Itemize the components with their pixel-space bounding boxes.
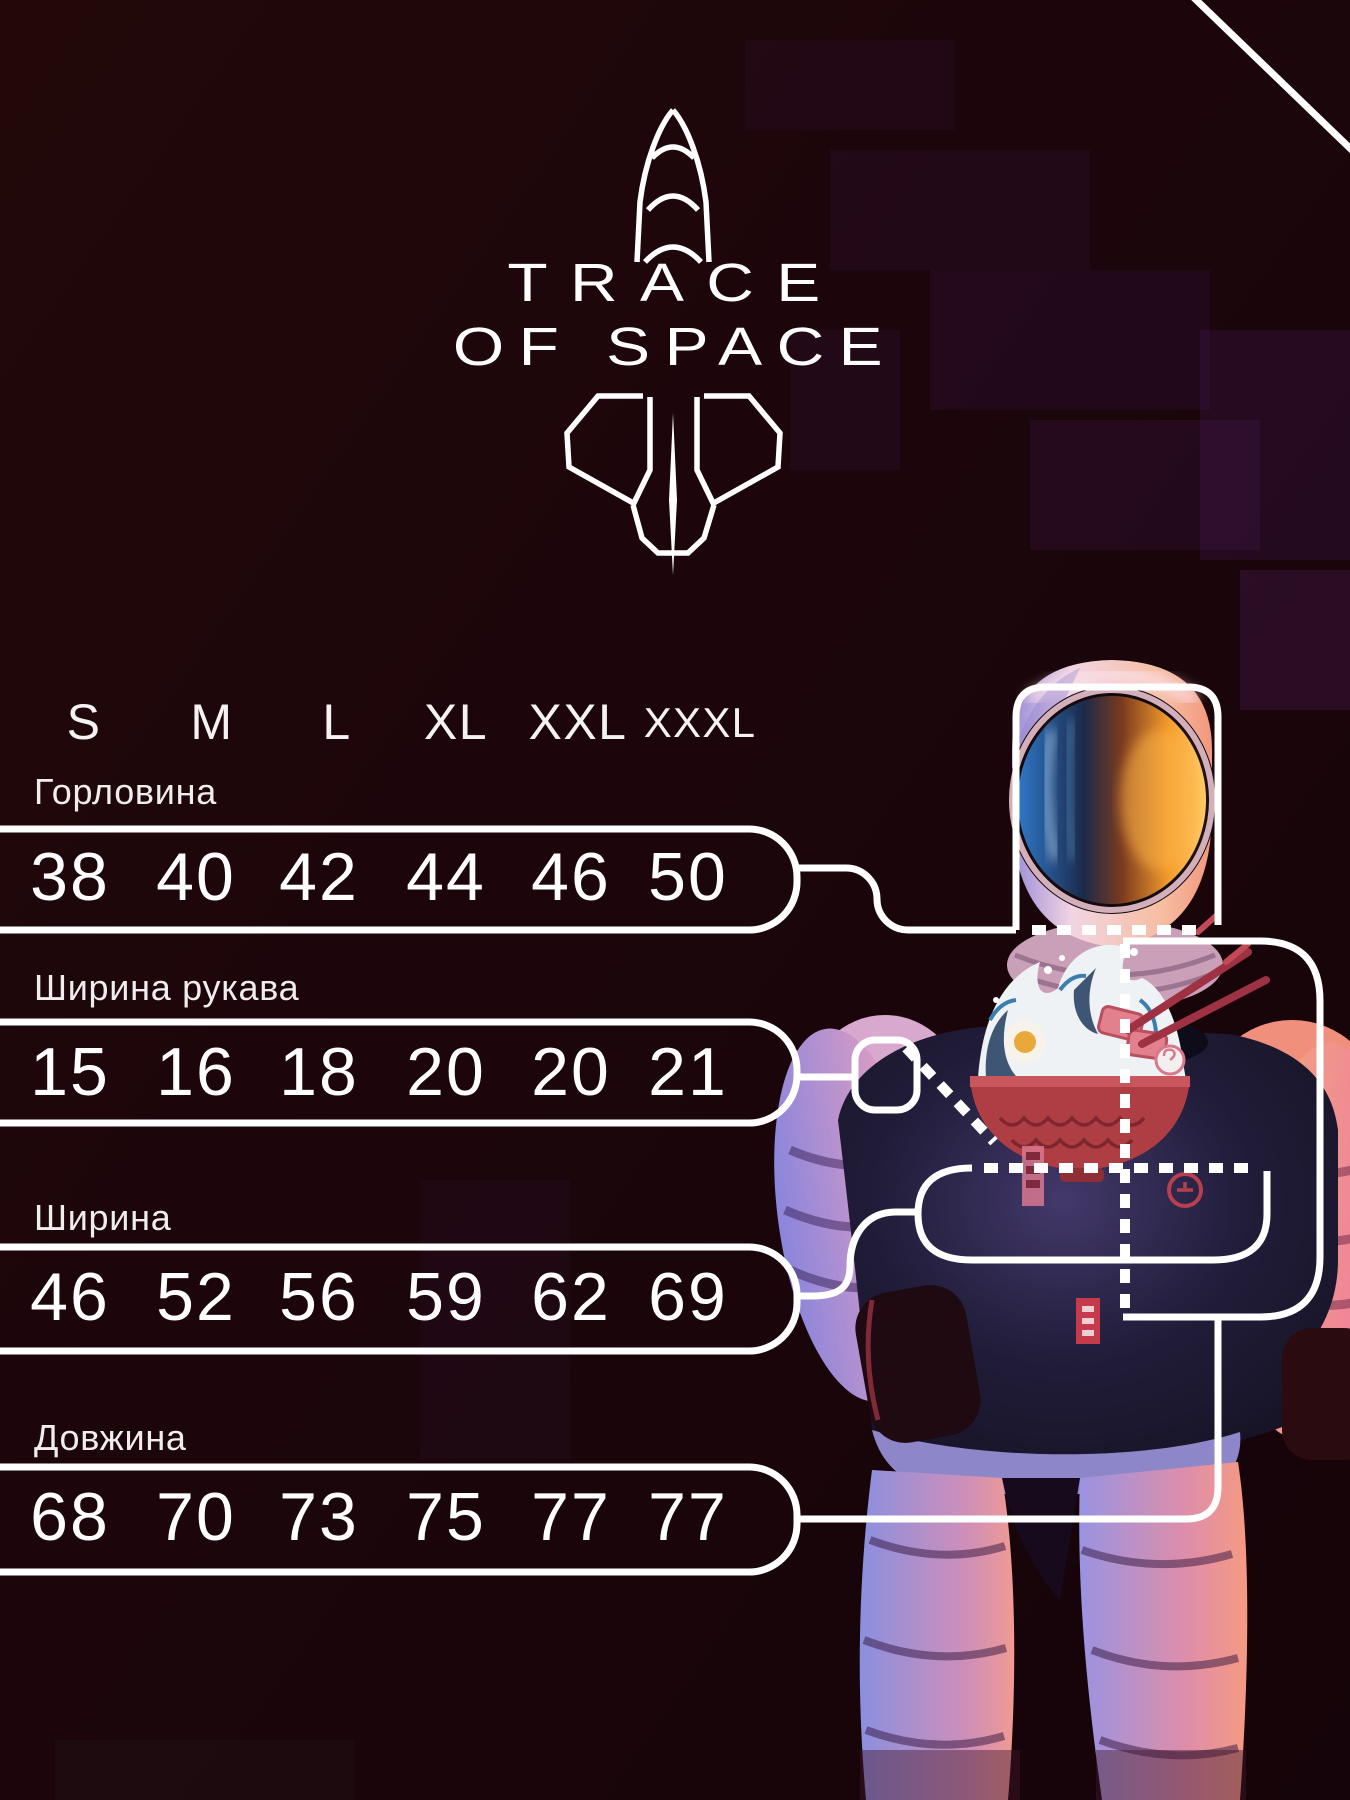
value-sleeve-s: 15 [30,1034,110,1110]
size-header-xxl: XXL [528,694,628,750]
value-neckline-l: 42 [279,839,359,915]
value-width-s: 46 [30,1259,110,1335]
value-width-xxxl: 69 [648,1259,728,1335]
dashed-sleeve-diagonal [902,1044,998,1146]
corner-diagonal-line [1191,0,1350,154]
value-length-xl: 75 [406,1479,486,1555]
size-header-xxxl: XXXL [643,699,757,746]
connector-neckline [797,864,1016,934]
value-width-xxl: 62 [531,1259,611,1335]
bg-glitch-block [1240,570,1350,710]
size-header-m: M [190,694,234,750]
chest-frame [914,1164,1271,1264]
value-neckline-m: 40 [156,839,236,915]
bg-glitch-block [1200,330,1350,560]
row-box-neckline [0,825,801,934]
value-neckline-xxl: 46 [531,839,611,915]
row-label-sleeve: Ширина рукава [34,967,300,1008]
row-box-sleeve [0,1018,801,1127]
value-width-m: 52 [156,1259,236,1335]
helmet-frame [1012,683,1222,930]
value-neckline-xl: 44 [406,839,486,915]
value-sleeve-xl: 20 [406,1034,486,1110]
value-sleeve-xxxl: 21 [648,1034,728,1110]
brand-name-line2: OF SPACE [452,317,898,377]
bg-glitch-block [790,330,900,470]
row-label-width: Ширина [34,1197,172,1238]
connector-width [795,1208,918,1300]
size-header-l: L [322,694,352,750]
size-header-xl: XL [423,694,489,750]
value-length-xxl: 77 [531,1479,611,1555]
value-length-s: 68 [30,1479,110,1555]
value-width-l: 56 [279,1259,359,1335]
bg-glitch-block [745,40,955,130]
bg-glitch-block [55,1740,355,1800]
value-width-xl: 59 [406,1259,486,1335]
value-neckline-xxxl: 50 [648,839,728,915]
value-length-xxxl: 77 [648,1479,728,1555]
row-label-neckline: Горловина [34,771,217,812]
value-length-m: 70 [156,1479,236,1555]
brand-name-line1: TRACE [507,253,843,313]
value-neckline-s: 38 [30,839,110,915]
sleeve-frame [851,1036,921,1114]
connector-length [795,1317,1222,1523]
bg-glitch-block [930,270,1210,410]
tshirt-ramen-print [970,913,1270,1344]
size-header-s: S [66,694,102,750]
value-sleeve-xxl: 20 [531,1034,611,1110]
bg-glitch-block [830,150,1090,270]
length-frame [1123,937,1324,1321]
bg-glitch-block [420,1180,570,1460]
row-label-length: Довжина [34,1417,187,1458]
astronaut-body [774,660,1350,1800]
value-sleeve-l: 18 [279,1034,359,1110]
value-length-l: 73 [279,1479,359,1555]
rocket-icon [564,108,783,575]
bg-glitch-block [1030,420,1260,550]
value-sleeve-m: 16 [156,1034,236,1110]
